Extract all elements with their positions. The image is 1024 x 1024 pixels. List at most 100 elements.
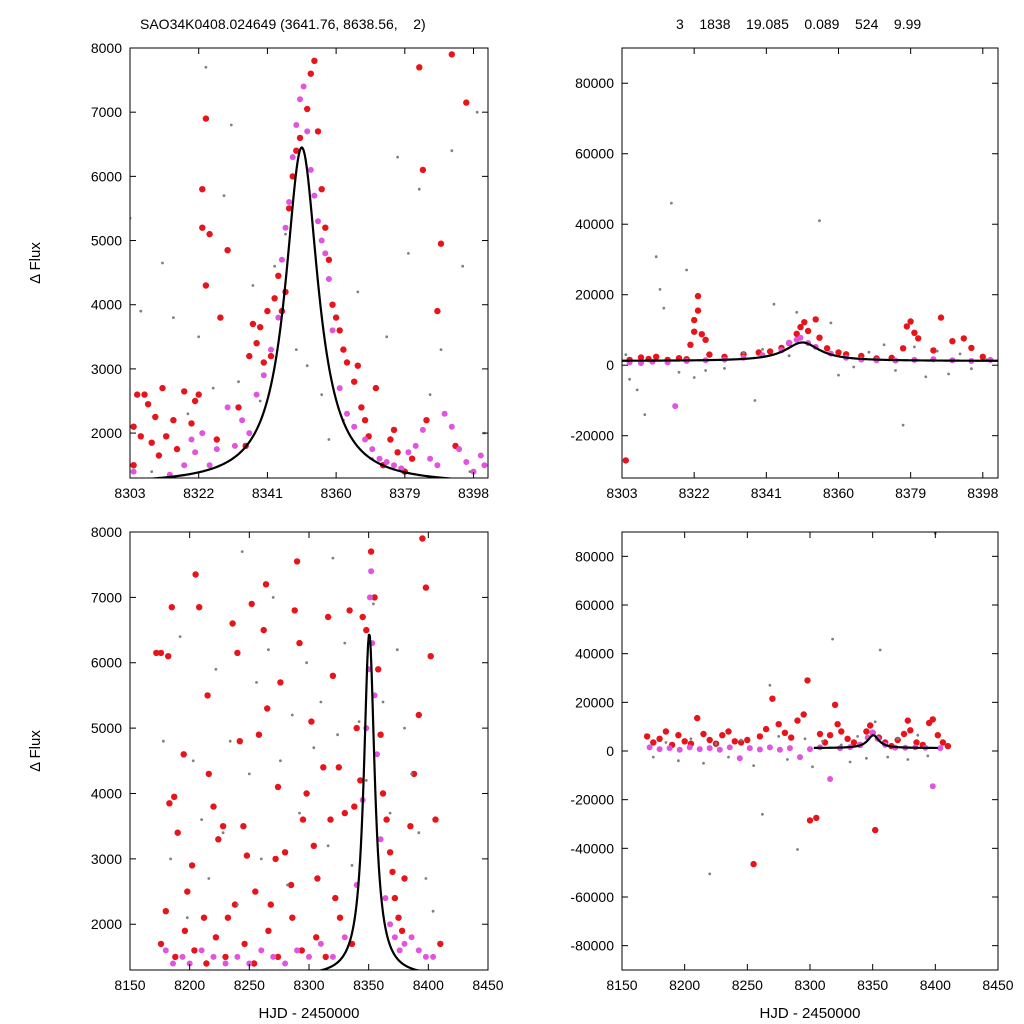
- data-point: [437, 240, 445, 247]
- data-point: [906, 758, 910, 761]
- data-point: [837, 373, 840, 377]
- data-point: [960, 335, 967, 342]
- data-point: [768, 683, 772, 687]
- data-point: [930, 347, 937, 354]
- y-tick-label: 3000: [91, 361, 122, 377]
- plot-frame: [129, 47, 489, 479]
- data-point: [388, 811, 392, 815]
- plot-title-left: SAO34K0408.024649 (3641.76, 8638.56, 2): [140, 16, 426, 32]
- data-point: [654, 255, 658, 259]
- data-point: [398, 465, 405, 472]
- data-point: [231, 442, 238, 449]
- data-point: [304, 128, 311, 135]
- plot-area: [622, 201, 998, 464]
- x-tick-label: 8322: [679, 485, 710, 501]
- data-point: [246, 430, 253, 437]
- data-point: [206, 462, 213, 469]
- data-point: [326, 844, 330, 848]
- data-point: [391, 894, 399, 902]
- data-point: [475, 110, 479, 114]
- data-point: [305, 661, 308, 665]
- data-point: [766, 348, 774, 355]
- data-point: [937, 745, 944, 752]
- data-point: [294, 348, 298, 351]
- data-point: [929, 716, 936, 723]
- data-point: [643, 733, 651, 740]
- data-point: [863, 728, 870, 735]
- data-point: [873, 720, 877, 724]
- data-point: [383, 459, 390, 465]
- x-axis-title: HJD - 2450000: [259, 1005, 360, 1022]
- data-point: [294, 947, 301, 954]
- data-point: [327, 438, 331, 441]
- data-point: [656, 735, 663, 742]
- data-point: [786, 758, 789, 761]
- data-point: [358, 404, 365, 411]
- data-point: [377, 836, 384, 843]
- x-tick-label: 8303: [114, 485, 145, 501]
- data-point: [672, 403, 679, 410]
- data-point: [181, 927, 189, 934]
- model-curve: [813, 734, 938, 750]
- y-tick-label: -20000: [570, 792, 614, 808]
- data-point: [706, 736, 713, 744]
- data-point: [803, 737, 807, 741]
- data-point: [202, 282, 210, 289]
- y-tick-label: 6000: [91, 168, 122, 184]
- data-point: [806, 817, 814, 824]
- data-point: [314, 875, 321, 882]
- x-tick-label: 8300: [293, 977, 324, 993]
- data-point: [939, 739, 947, 746]
- data-point: [205, 770, 212, 778]
- data-point: [267, 648, 270, 652]
- data-point: [350, 864, 354, 867]
- data-point: [477, 452, 484, 459]
- data-point: [391, 934, 398, 941]
- data-point: [336, 327, 343, 334]
- data-point: [788, 734, 795, 741]
- data-point: [419, 166, 427, 174]
- data-point: [351, 378, 358, 385]
- data-point: [192, 449, 199, 456]
- data-point: [395, 648, 399, 652]
- data-point: [428, 393, 432, 396]
- x-tick-label: 8398: [967, 485, 998, 501]
- plot-area: [153, 535, 444, 970]
- data-point: [848, 760, 852, 764]
- data-point: [279, 759, 282, 763]
- x-tick-label: 8400: [413, 977, 444, 993]
- data-point: [296, 639, 303, 647]
- data-point: [907, 318, 914, 325]
- data-point: [298, 947, 305, 954]
- data-point: [687, 341, 694, 348]
- y-tick-label: 2000: [91, 916, 122, 932]
- data-point: [204, 65, 208, 69]
- data-point: [385, 335, 389, 339]
- data-point: [336, 733, 339, 737]
- data-point: [271, 596, 275, 599]
- data-point: [351, 803, 358, 810]
- data-point: [275, 272, 282, 279]
- data-point: [239, 417, 246, 424]
- data-point: [979, 353, 986, 360]
- data-point: [415, 711, 422, 719]
- panel-bottom-right: 8150 8200 8250 8300 8350 8400 8450 -80000 -60000…: [570, 531, 1014, 1022]
- data-point: [249, 320, 257, 328]
- data-point: [650, 739, 657, 746]
- data-point: [139, 309, 143, 313]
- y-tick-label: 40000: [575, 216, 614, 232]
- data-point: [229, 620, 236, 627]
- data-point: [289, 914, 296, 921]
- data-point: [212, 934, 220, 941]
- data-point: [341, 934, 348, 941]
- data-point: [255, 731, 263, 738]
- data-point: [199, 224, 206, 231]
- x-tick-label: 8379: [389, 485, 420, 501]
- data-point: [281, 849, 289, 856]
- data-point: [387, 436, 394, 443]
- data-point: [807, 746, 813, 753]
- data-point: [746, 745, 753, 752]
- x-tick-label: 8360: [823, 485, 854, 501]
- data-point: [424, 877, 428, 880]
- data-point: [422, 584, 430, 591]
